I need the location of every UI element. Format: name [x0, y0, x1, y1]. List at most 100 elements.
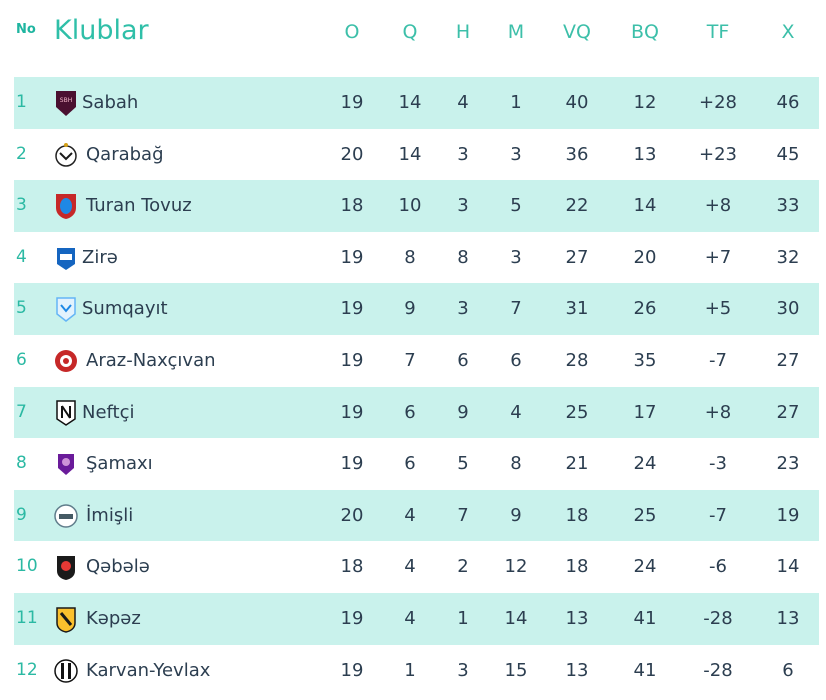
losses-cell: 9: [510, 504, 522, 526]
goals-against-cell: 20: [633, 246, 657, 268]
goals-for-cell: 36: [565, 143, 589, 165]
table-row[interactable]: 6 Araz-Naxçıvan 19 7 6 6 28 35 -7 27: [14, 335, 819, 387]
losses-cell: 3: [510, 143, 522, 165]
table-row[interactable]: 2 Qarabağ 20 14 3 3 36 13 +23 45: [14, 129, 819, 181]
draws-cell: 3: [457, 195, 469, 217]
wins-cell: 14: [398, 92, 422, 113]
goal-difference-cell: +23: [699, 143, 737, 165]
goals-for-cell: 13: [565, 659, 589, 681]
club-name[interactable]: Sumqayıt: [82, 298, 168, 320]
position-cell: 5: [16, 298, 27, 319]
imisli-logo: [54, 502, 78, 530]
goals-against-cell: 17: [633, 401, 657, 423]
goal-difference-cell: +28: [699, 92, 737, 113]
goals-for-cell: 27: [565, 246, 589, 268]
club-name[interactable]: Qəbələ: [86, 556, 150, 578]
table-row[interactable]: 5 Sumqayıt 19 9 3 7 31 26 +5 30: [14, 283, 819, 335]
goals-against-cell: 13: [633, 143, 657, 165]
position-cell: 11: [16, 607, 38, 628]
svg-text:SBH: SBH: [60, 97, 72, 104]
goals-for-cell: 13: [565, 607, 589, 629]
wins-cell: 6: [404, 453, 416, 475]
goals-for-cell: 21: [565, 453, 589, 475]
goal-difference-cell: -28: [703, 607, 733, 629]
losses-header: M: [507, 21, 525, 43]
clubs-header: Klublar: [54, 15, 149, 46]
goals-for-cell: 18: [565, 556, 589, 578]
wins-cell: 14: [398, 143, 422, 165]
club-name[interactable]: Turan Tovuz: [86, 195, 192, 217]
played-cell: 19: [340, 92, 364, 113]
points-cell: 32: [776, 246, 800, 268]
draws-cell: 3: [457, 298, 469, 320]
played-cell: 18: [340, 556, 364, 578]
played-cell: 19: [340, 659, 364, 681]
position-cell: 8: [16, 453, 27, 474]
qarabag-logo: [54, 141, 78, 169]
goals-against-cell: 24: [633, 453, 657, 475]
wins-cell: 9: [404, 298, 416, 320]
kapaz-logo: [54, 605, 78, 633]
club-name[interactable]: Karvan-Yevlax: [86, 659, 211, 681]
losses-cell: 8: [510, 453, 522, 475]
wins-cell: 8: [404, 246, 416, 268]
table-row[interactable]: 12 Karvan-Yevlax 19 1 3 15 13 41 -28 6: [14, 645, 819, 697]
position-cell: 6: [16, 349, 27, 370]
goals-against-cell: 35: [633, 349, 657, 371]
sumqayit-logo: [54, 295, 78, 323]
draws-cell: 4: [457, 92, 469, 113]
table-row[interactable]: 11 Kəpəz 19 4 1 14 13 41 -28 13: [14, 592, 819, 645]
table-row[interactable]: 10 Qəbələ 18 4 2 12 18 24 -6 14: [14, 541, 819, 593]
goal-difference-cell: +5: [704, 298, 732, 320]
club-name[interactable]: Şamaxı: [86, 453, 153, 475]
losses-cell: 12: [504, 556, 528, 578]
table-row[interactable]: 3 Turan Tovuz 18 10 3 5 22 14 +8 33: [14, 180, 819, 232]
points-cell: 27: [776, 349, 800, 371]
goal-difference-cell: -6: [709, 556, 727, 578]
position-cell: 4: [16, 246, 27, 267]
club-name[interactable]: Kəpəz: [86, 607, 141, 629]
table-row[interactable]: 1 SBH Sabah 19 14 4 1 40 12 +28 46: [14, 77, 819, 129]
points-cell: 30: [776, 298, 800, 320]
position-cell: 1: [16, 92, 27, 112]
position-cell: 7: [16, 401, 27, 422]
wins-cell: 7: [404, 349, 416, 371]
position-cell: 3: [16, 195, 27, 216]
goals-against-cell: 14: [633, 195, 657, 217]
club-name[interactable]: Neftçi: [82, 401, 135, 423]
points-cell: 23: [776, 453, 800, 475]
goals-for-cell: 40: [565, 92, 589, 113]
goals-against-cell: 12: [633, 92, 657, 113]
goal-difference-cell: -28: [703, 659, 733, 681]
goals-against-cell: 41: [633, 659, 657, 681]
goal-difference-header: TF: [706, 21, 730, 43]
draws-cell: 6: [457, 349, 469, 371]
losses-cell: 1: [510, 92, 522, 113]
goal-difference-cell: +8: [704, 401, 732, 423]
club-name[interactable]: Sabah: [82, 92, 139, 113]
losses-cell: 4: [510, 401, 522, 423]
table-row[interactable]: 4 Zirə 19 8 8 3 27 20 +7 32: [14, 232, 819, 284]
club-name[interactable]: Araz-Naxçıvan: [86, 349, 216, 371]
draws-cell: 9: [457, 401, 469, 423]
table-row[interactable]: 9 İmişli 20 4 7 9 18 25 -7 19: [14, 489, 819, 542]
table-body: 1 SBH Sabah 19 14 4 1 40 12 +28 46 2 Qarabağ 20 14 3 3 36…: [14, 77, 819, 696]
turan-tovuz-logo: [54, 192, 78, 220]
club-name[interactable]: Qarabağ: [86, 143, 164, 165]
draws-header: H: [455, 21, 471, 43]
wins-cell: 10: [398, 195, 422, 217]
goals-against-header: BQ: [631, 21, 659, 43]
goals-against-cell: 26: [633, 298, 657, 320]
goals-against-cell: 24: [633, 556, 657, 578]
table-row[interactable]: 8 Şamaxı 19 6 5 8 21 24 -3 23: [14, 438, 819, 490]
club-name[interactable]: İmişli: [86, 504, 134, 526]
points-cell: 45: [776, 143, 800, 165]
qabala-logo: [54, 553, 78, 581]
wins-cell: 4: [404, 607, 416, 629]
played-cell: 20: [340, 143, 364, 165]
table-row[interactable]: 7 Neftçi 19 6 9 4 25 17 +8 27: [14, 386, 819, 439]
goal-difference-cell: +8: [704, 195, 732, 217]
wins-cell: 4: [404, 556, 416, 578]
club-name[interactable]: Zirə: [82, 246, 118, 268]
